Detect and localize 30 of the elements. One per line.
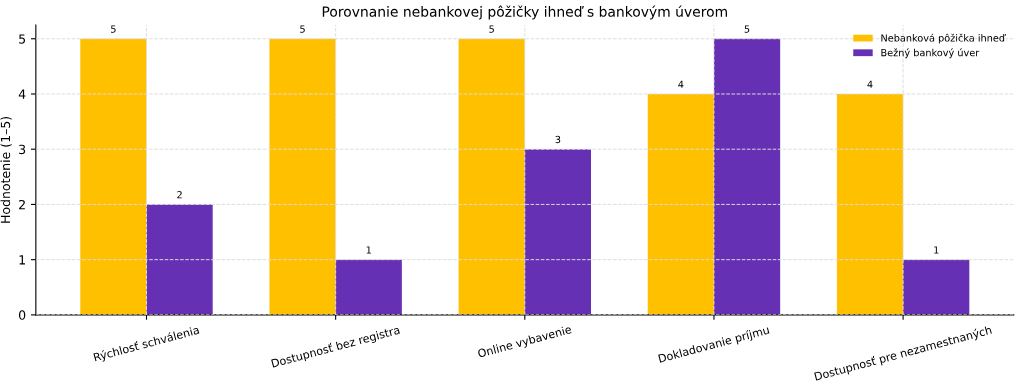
- data-label: 4: [678, 80, 684, 88]
- data-label: 5: [300, 25, 305, 33]
- data-label: 4: [867, 80, 873, 88]
- bar: [836, 93, 904, 315]
- y-tick-label: 3: [19, 144, 26, 155]
- bar: [146, 204, 213, 315]
- bar: [647, 93, 714, 315]
- bar: [524, 149, 591, 315]
- data-label: 5: [489, 25, 494, 33]
- y-tick-label: 5: [19, 34, 26, 44]
- y-tick-label: 1: [19, 255, 25, 265]
- bar: [80, 38, 147, 315]
- y-tick-label: 2: [19, 199, 25, 210]
- bar: [335, 259, 402, 315]
- data-label: 1: [934, 246, 939, 254]
- data-label: 1: [366, 246, 371, 254]
- chart-title: Porovnanie nebankovej pôžičky ihneď s bankovým úverom: [322, 5, 727, 20]
- y-tick-label: 0: [18, 310, 26, 320]
- y-axis-title: Hodnotenie (1–5): [0, 116, 12, 223]
- data-label: 5: [111, 25, 116, 33]
- legend-label: Nebanková pôžička ihneď: [881, 33, 1006, 44]
- data-label: 5: [744, 25, 750, 33]
- data-label: 2: [177, 191, 182, 199]
- y-tick-label: 4: [18, 89, 26, 99]
- bar: [903, 259, 970, 315]
- bar: [269, 38, 336, 315]
- bar: [458, 38, 525, 315]
- legend-label: Bežný bankový úver: [881, 48, 980, 59]
- data-label: 3: [555, 135, 561, 144]
- bar: [713, 38, 781, 315]
